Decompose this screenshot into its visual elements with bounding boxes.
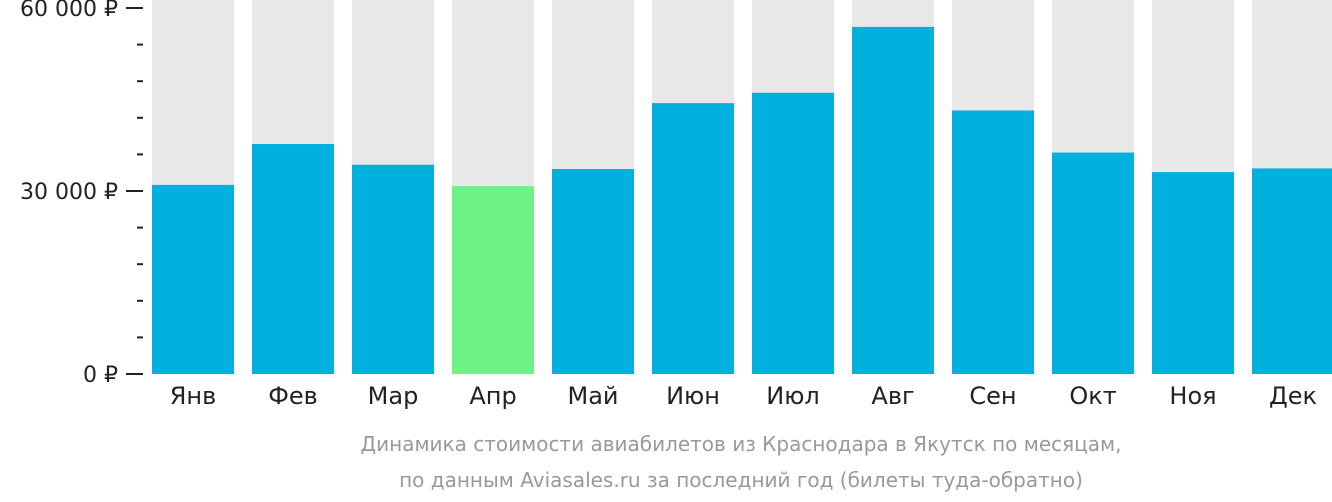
x-tick-label-3: Мар (368, 382, 419, 410)
x-tick-label-5: Май (567, 382, 618, 410)
x-tick-label-1: Янв (170, 382, 217, 410)
chart-caption-line-2: по данным Aviasales.ru за последний год … (399, 468, 1083, 492)
bar-7[interactable] (752, 92, 834, 374)
x-tick-label-8: Авг (871, 382, 914, 410)
y-axis: 0 ₽ 30 000 ₽ 60 000 ₽ (20, 0, 143, 388)
bar-8[interactable] (852, 26, 934, 374)
x-tick-label-7: Июл (766, 382, 820, 410)
bar-1[interactable] (152, 184, 234, 374)
price-bar-chart: 0 ₽ 30 000 ₽ 60 000 ₽ Янв Фев Мар Апр Май Июн Ию… (20, 0, 1332, 410)
value-bars (152, 26, 1332, 374)
chart-caption-line-1: Динамика стоимости авиабилетов из Красно… (360, 432, 1122, 456)
bar-3[interactable] (352, 164, 434, 374)
y-tick-label-2: 30 000 ₽ (20, 180, 118, 205)
bar-6[interactable] (652, 103, 734, 374)
bar-9[interactable] (952, 110, 1034, 374)
x-tick-label-2: Фев (268, 382, 318, 410)
bar-5[interactable] (552, 169, 634, 374)
bar-4[interactable] (452, 186, 534, 374)
x-axis-labels: Янв Фев Мар Апр Май Июн Июл Авг Сен Окт Ноя Дек (170, 382, 1317, 410)
bar-11[interactable] (1152, 172, 1234, 374)
x-tick-label-9: Сен (969, 382, 1016, 410)
x-tick-label-4: Апр (469, 382, 516, 410)
bar-10[interactable] (1052, 152, 1134, 374)
x-tick-label-11: Ноя (1169, 382, 1216, 410)
x-tick-label-12: Дек (1269, 382, 1317, 410)
x-tick-label-6: Июн (666, 382, 720, 410)
x-tick-label-10: Окт (1069, 382, 1116, 410)
bar-12[interactable] (1252, 168, 1332, 374)
y-tick-label-3: 60 000 ₽ (20, 0, 118, 22)
y-tick-label-1: 0 ₽ (83, 363, 118, 388)
bar-2[interactable] (252, 144, 334, 374)
